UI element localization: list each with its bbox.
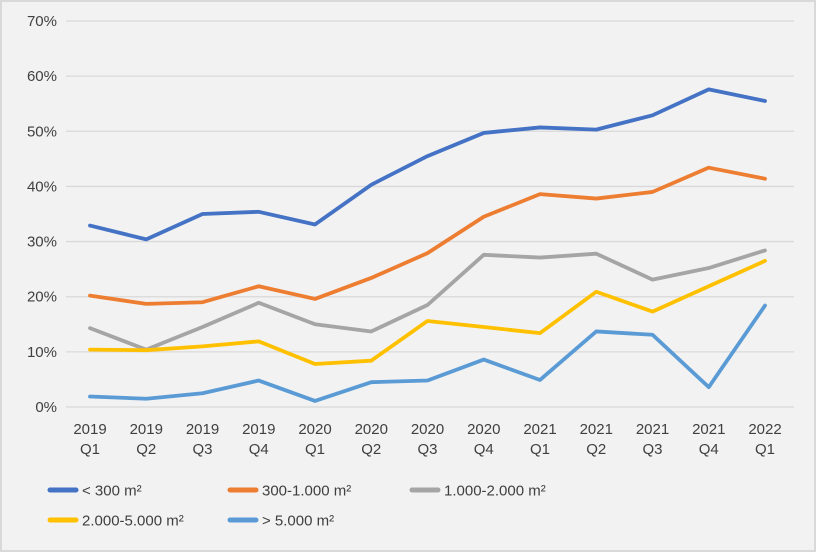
x-axis-tick-quarter: Q1 bbox=[530, 441, 550, 458]
x-axis-tick-quarter: Q3 bbox=[642, 441, 662, 458]
y-axis-tick-label: 50% bbox=[27, 123, 57, 140]
legend-item: 300-1.000 m² bbox=[227, 483, 351, 500]
x-axis-tick-year: 2021 bbox=[636, 421, 669, 438]
legend-item: 1.000-2.000 m² bbox=[409, 483, 546, 500]
x-axis-tick-quarter: Q1 bbox=[305, 441, 325, 458]
x-axis-tick-year: 2020 bbox=[411, 421, 444, 438]
x-axis-tick-year: 2019 bbox=[242, 421, 275, 438]
x-axis-tick-year: 2021 bbox=[692, 421, 725, 438]
y-axis-labels: 0% 10% 20% 30% 40% 50% 60% 70% bbox=[27, 13, 57, 416]
x-axis-tick-year: 2022 bbox=[748, 421, 781, 438]
x-axis-labels: 2019 Q1 2019 Q2 2019 Q3 2019 Q4 2020 Q1 2020 Q2 2020… bbox=[73, 421, 781, 458]
y-axis-tick-label: 30% bbox=[27, 234, 57, 251]
x-axis-tick-quarter: Q1 bbox=[755, 441, 775, 458]
legend-label: 2.000-5.000 m² bbox=[82, 513, 184, 530]
legend-item: < 300 m² bbox=[47, 483, 142, 500]
x-axis-tick-quarter: Q3 bbox=[417, 441, 437, 458]
x-axis-tick-year: 2019 bbox=[73, 421, 106, 438]
x-axis-tick-quarter: Q4 bbox=[249, 441, 269, 458]
x-axis-tick-quarter: Q2 bbox=[136, 441, 156, 458]
y-axis-tick-label: 20% bbox=[27, 289, 57, 306]
x-axis-tick-year: 2021 bbox=[580, 421, 613, 438]
x-axis-tick-quarter: Q3 bbox=[192, 441, 212, 458]
x-axis-tick-year: 2021 bbox=[523, 421, 556, 438]
y-axis-tick-label: 40% bbox=[27, 178, 57, 195]
y-axis-tick-label: 60% bbox=[27, 68, 57, 85]
x-axis-tick-year: 2019 bbox=[186, 421, 219, 438]
x-axis-tick-year: 2019 bbox=[130, 421, 163, 438]
series-lines bbox=[88, 87, 767, 403]
x-axis-tick-year: 2020 bbox=[298, 421, 331, 438]
series-line-2 bbox=[88, 165, 767, 306]
legend-item: > 5.000 m² bbox=[227, 513, 334, 530]
legend-label: 300-1.000 m² bbox=[262, 483, 351, 500]
gridlines bbox=[66, 20, 794, 408]
x-axis-tick-quarter: Q1 bbox=[80, 441, 100, 458]
series-line-1 bbox=[88, 87, 767, 242]
legend-item: 2.000-5.000 m² bbox=[47, 513, 184, 530]
series-line-3 bbox=[88, 248, 767, 352]
x-axis-tick-quarter: Q4 bbox=[474, 441, 494, 458]
x-axis-tick-year: 2020 bbox=[355, 421, 388, 438]
x-axis-tick-quarter: Q2 bbox=[361, 441, 381, 458]
x-axis-tick-quarter: Q4 bbox=[699, 441, 719, 458]
y-axis-tick-label: 10% bbox=[27, 344, 57, 361]
legend-label: 1.000-2.000 m² bbox=[444, 483, 546, 500]
x-axis-tick-quarter: Q2 bbox=[586, 441, 606, 458]
legend-label: > 5.000 m² bbox=[262, 513, 334, 530]
y-axis-tick-label: 0% bbox=[35, 399, 57, 416]
legend-label: < 300 m² bbox=[82, 483, 142, 500]
y-axis-tick-label: 70% bbox=[27, 13, 57, 30]
series-line-5 bbox=[88, 303, 767, 403]
series-line-4 bbox=[88, 258, 767, 366]
chart-legend: < 300 m² 300-1.000 m² 1.000-2.000 m² 2.000-… bbox=[47, 483, 546, 530]
x-axis-tick-year: 2020 bbox=[467, 421, 500, 438]
